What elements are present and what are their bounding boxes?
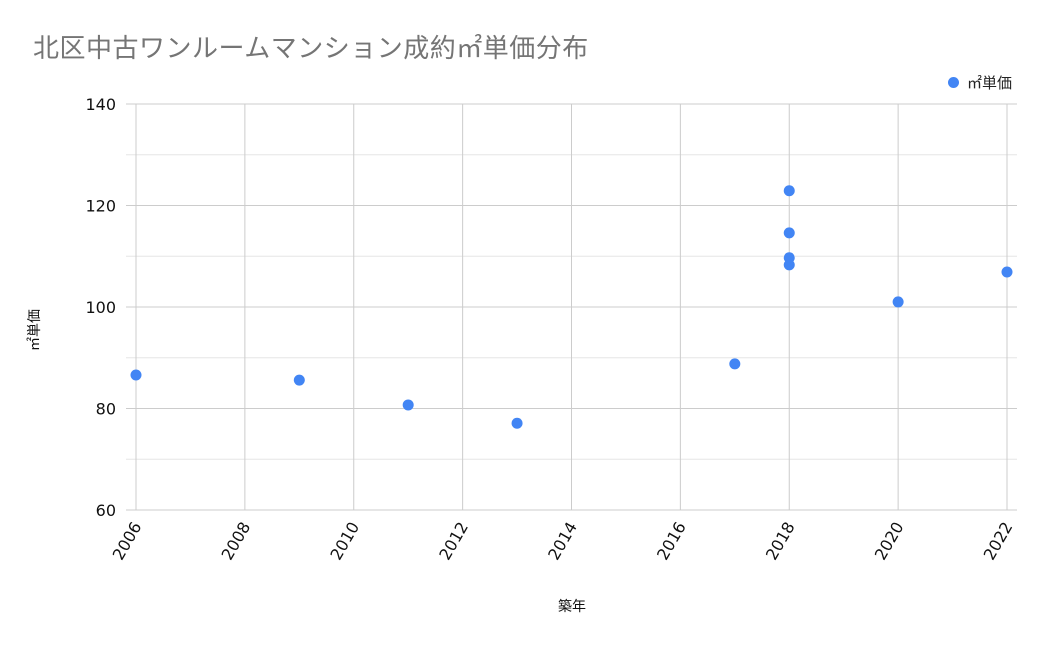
data-point[interactable] [783, 227, 795, 239]
y-axis-label: ㎡単価 [27, 309, 43, 351]
y-tick-label: 140 [85, 95, 116, 114]
data-point[interactable] [293, 374, 305, 386]
x-tick-label: 2022 [980, 519, 1017, 564]
data-point[interactable] [729, 358, 741, 370]
x-tick-label: 2008 [218, 519, 255, 564]
data-point[interactable] [783, 185, 795, 197]
chart-title: 北区中古ワンルームマンション成約㎡単価分布 [33, 34, 589, 64]
x-tick-label: 2016 [653, 519, 690, 564]
y-axis-ticks: 60 80 100 120 140 [85, 95, 116, 520]
legend-marker-icon [947, 77, 959, 88]
data-points [130, 185, 1013, 429]
x-tick-label: 2006 [109, 519, 146, 564]
x-tick-label: 2018 [762, 519, 799, 564]
x-axis-label: 築年 [558, 599, 586, 615]
legend-label: ㎡単価 [966, 74, 1012, 92]
y-tick-label: 60 [96, 501, 116, 520]
data-point[interactable] [511, 417, 523, 429]
data-point[interactable] [130, 369, 142, 381]
x-tick-label: 2012 [435, 519, 472, 564]
data-point[interactable] [1001, 266, 1013, 278]
x-tick-label: 2020 [871, 519, 908, 564]
data-point[interactable] [783, 259, 795, 271]
y-tick-label: 100 [85, 298, 116, 317]
legend: ㎡単価 [947, 72, 1012, 93]
gridlines [126, 103, 1017, 511]
y-tick-label: 120 [85, 197, 116, 216]
x-tick-label: 2014 [544, 519, 581, 564]
x-tick-label: 2010 [326, 519, 363, 564]
x-axis-ticks: 2006 2008 2010 2012 2014 2016 2018 2020 2022 [109, 519, 1017, 564]
y-tick-label: 80 [96, 400, 116, 419]
data-point[interactable] [402, 399, 414, 411]
data-point[interactable] [892, 296, 904, 308]
